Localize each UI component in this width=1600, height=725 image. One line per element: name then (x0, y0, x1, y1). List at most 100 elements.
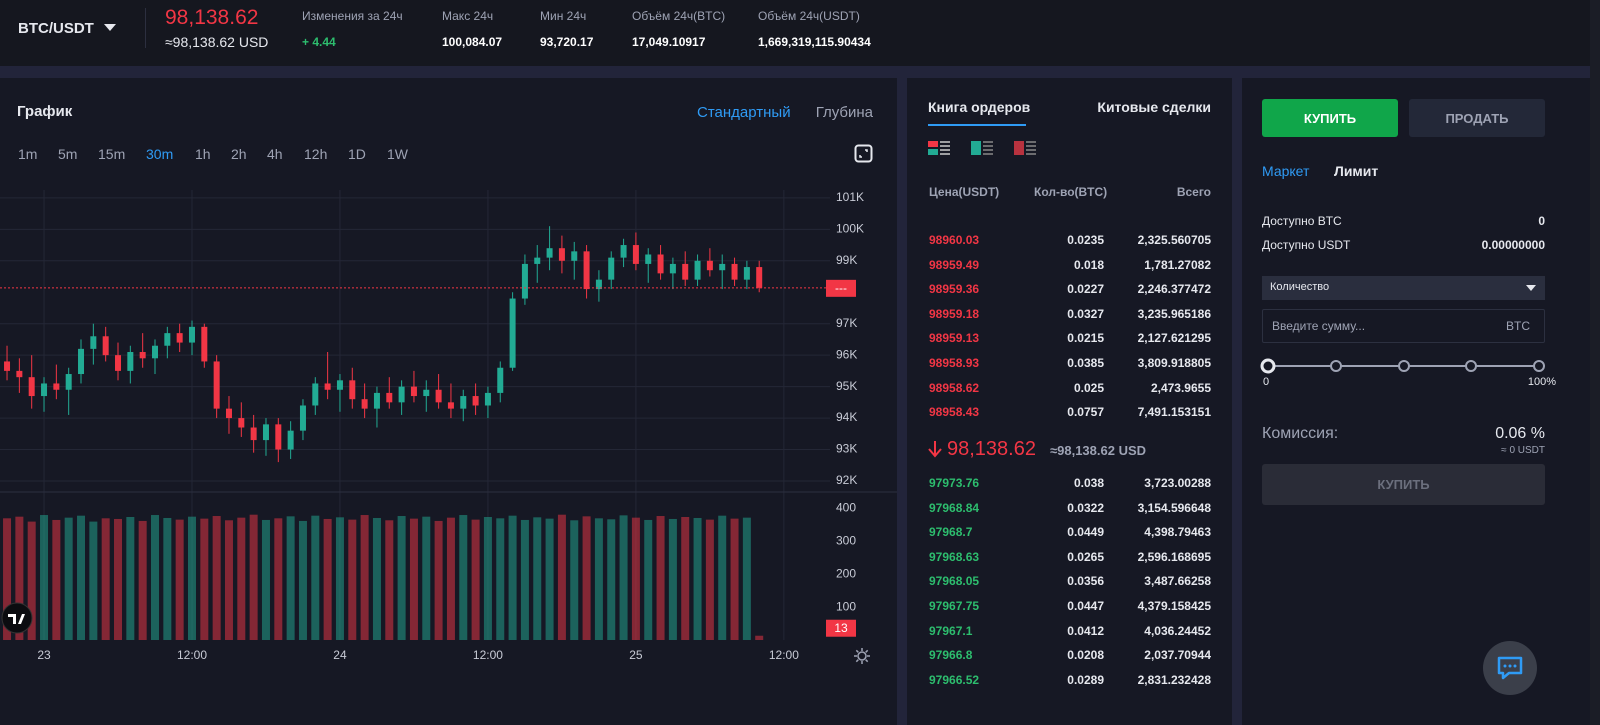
order-row[interactable]: 98958.62 0.025 2,473.9655 (907, 378, 1232, 398)
timeframe[interactable]: 1h (195, 146, 211, 162)
order-row[interactable]: 97967.75 0.0447 4,379.158425 (907, 596, 1232, 616)
order-row[interactable]: 98959.36 0.0227 2,246.377472 (907, 279, 1232, 299)
candle-body (225, 408, 232, 419)
available-label: Доступно USDT (1262, 238, 1351, 252)
volume-bar (496, 518, 505, 640)
dropdown-icon[interactable] (104, 24, 116, 32)
volume-bar (372, 517, 381, 640)
available-value: 0.00000000 (1481, 238, 1545, 252)
candle-body (324, 383, 331, 390)
slider[interactable] (1260, 357, 1550, 375)
total: 3,235.965186 (1137, 306, 1211, 321)
last-volume-label: 13 (834, 621, 848, 635)
order-row[interactable]: 97968.7 0.0449 4,398.79463 (907, 522, 1232, 542)
price: 97966.8 (929, 648, 973, 663)
amount-select[interactable]: Количество (1262, 276, 1545, 300)
timeframe[interactable]: 12h (304, 146, 328, 162)
candle-body (78, 348, 85, 375)
volume-bar (261, 519, 270, 640)
candle-body (410, 386, 417, 397)
candle-body (213, 361, 220, 409)
order-row[interactable]: 97968.05 0.0356 3,487.66258 (907, 571, 1232, 591)
timeframe[interactable]: 30m (146, 146, 174, 162)
volume-bar (730, 518, 739, 640)
order-row[interactable]: 97966.8 0.0208 2,037.70944 (907, 645, 1232, 665)
volume-bar (126, 516, 135, 640)
timeframe[interactable]: 1D (348, 146, 366, 162)
amount-input[interactable]: Введите сумму... BTC (1262, 309, 1545, 343)
volume-bar (459, 515, 468, 640)
fullscreen-icon[interactable] (854, 144, 873, 163)
volume-bar (594, 518, 603, 640)
pair[interactable]: BTC/USDT (18, 20, 94, 37)
volume-bar (656, 516, 665, 640)
last-price-usd: ≈98,138.62 USD (165, 34, 269, 50)
stat-label: Макс 24ч (442, 9, 494, 23)
timeframe[interactable]: 1W (387, 146, 408, 162)
volume-bar (446, 517, 455, 640)
whale-tab[interactable]: Китовые сделки (1097, 99, 1211, 115)
volume-bar (348, 519, 357, 640)
order-row[interactable]: 97973.76 0.038 3,723.00288 (907, 473, 1232, 493)
chat-button[interactable] (1482, 640, 1538, 696)
tradingview-logo[interactable] (1, 602, 33, 634)
volume-bar (89, 521, 98, 640)
volume-bar (163, 517, 172, 640)
volume-bar (742, 517, 751, 640)
volume-bar (187, 516, 196, 640)
sell-tab[interactable]: ПРОДАТЬ (1409, 99, 1545, 137)
volume-tick-label: 200 (836, 566, 856, 580)
timeframe[interactable]: 1m (18, 146, 38, 162)
view-tab[interactable]: Стандартный (697, 104, 791, 121)
candle-body (645, 254, 652, 264)
candle-body (127, 352, 134, 371)
submit-button[interactable]: КУПИТЬ (1262, 464, 1545, 505)
settings-icon[interactable] (853, 647, 871, 665)
candle-body (632, 245, 639, 264)
timeframe[interactable]: 5m (58, 146, 78, 162)
select-arrow (1526, 285, 1536, 291)
order-row[interactable]: 98959.49 0.018 1,781.27082 (907, 255, 1232, 275)
order-row[interactable]: 98958.93 0.0385 3,809.918805 (907, 353, 1232, 373)
volume-bar (668, 518, 677, 640)
order-row[interactable]: 97967.1 0.0412 4,036.24452 (907, 621, 1232, 641)
candle-body (620, 245, 627, 258)
order-row[interactable]: 98959.13 0.0215 2,127.621295 (907, 328, 1232, 348)
candle-body (497, 367, 504, 393)
volume-bar (200, 518, 209, 640)
candle-body (595, 279, 602, 290)
candle-body (4, 361, 11, 371)
mid-usd: ≈98,138.62 USD (1050, 443, 1147, 458)
order-row[interactable]: 97968.63 0.0265 2,596.168695 (907, 547, 1232, 567)
timeframe[interactable]: 2h (231, 146, 247, 162)
y-tick-label: 92K (836, 473, 857, 487)
order-row[interactable]: 98959.18 0.0327 3,235.965186 (907, 304, 1232, 324)
order-row[interactable]: 97966.52 0.0289 2,831.232428 (907, 670, 1232, 690)
timeframe[interactable]: 15m (98, 146, 126, 162)
down-arrow (928, 441, 942, 458)
limit-tab[interactable]: Лимит (1334, 163, 1379, 179)
quantity: 0.0227 (1067, 282, 1104, 297)
market-tab[interactable]: Маркет (1262, 163, 1310, 179)
order-row[interactable]: 98958.43 0.0757 7,491.153151 (907, 402, 1232, 422)
timeframe[interactable]: 4h (267, 146, 283, 162)
candle-body (534, 257, 541, 264)
volume-bar (335, 517, 344, 640)
volume-bar (471, 519, 480, 640)
candle-body (176, 333, 183, 343)
buy-tab[interactable]: КУПИТЬ (1262, 99, 1398, 137)
candle-body (583, 251, 590, 290)
volume-bar (619, 515, 628, 640)
orderbook-tab[interactable]: Книга ордеров (928, 99, 1031, 115)
quantity: 0.0215 (1067, 331, 1104, 346)
volume-bar (520, 519, 529, 640)
view-tab[interactable]: Глубина (815, 104, 873, 121)
volume-bar (681, 516, 690, 640)
total: 1,781.27082 (1144, 257, 1211, 272)
order-row[interactable]: 98960.03 0.0235 2,325.560705 (907, 230, 1232, 250)
candle-body (250, 427, 257, 441)
volume-bar (150, 515, 159, 640)
order-row[interactable]: 97968.84 0.0322 3,154.596648 (907, 498, 1232, 518)
view-icons[interactable] (928, 140, 1048, 156)
volume-tick-label: 400 (836, 501, 856, 515)
